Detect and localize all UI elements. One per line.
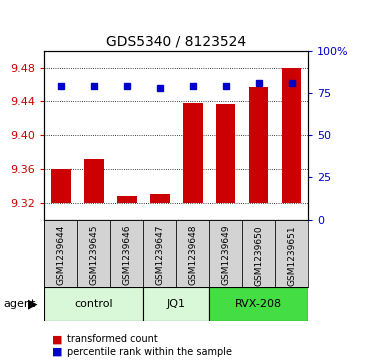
- Text: GSM1239649: GSM1239649: [221, 225, 230, 285]
- Bar: [84, 159, 104, 203]
- Text: GSM1239647: GSM1239647: [155, 225, 164, 285]
- Bar: [176, 220, 209, 287]
- Text: GSM1239645: GSM1239645: [89, 225, 98, 285]
- Text: GSM1239648: GSM1239648: [188, 225, 197, 285]
- Text: ▶: ▶: [28, 298, 38, 310]
- Bar: [282, 68, 301, 203]
- Bar: [183, 103, 203, 203]
- Text: ■: ■: [52, 347, 62, 357]
- Bar: [77, 220, 110, 287]
- Bar: [216, 104, 236, 203]
- Text: GSM1239644: GSM1239644: [56, 225, 65, 285]
- Bar: [110, 220, 143, 287]
- Bar: [117, 196, 137, 203]
- Text: percentile rank within the sample: percentile rank within the sample: [67, 347, 233, 357]
- Bar: [51, 169, 71, 203]
- Bar: [143, 287, 209, 321]
- Bar: [209, 287, 308, 321]
- Bar: [242, 220, 275, 287]
- Text: JQ1: JQ1: [167, 299, 186, 309]
- Text: ■: ■: [52, 334, 62, 344]
- Text: GSM1239646: GSM1239646: [122, 225, 131, 285]
- Bar: [249, 87, 268, 203]
- Text: GSM1239651: GSM1239651: [287, 225, 296, 286]
- Text: control: control: [74, 299, 113, 309]
- Title: GDS5340 / 8123524: GDS5340 / 8123524: [106, 34, 246, 48]
- Bar: [209, 220, 242, 287]
- Bar: [44, 220, 77, 287]
- Bar: [44, 287, 143, 321]
- Text: GSM1239650: GSM1239650: [254, 225, 263, 286]
- Bar: [143, 220, 176, 287]
- Text: RVX-208: RVX-208: [235, 299, 282, 309]
- Bar: [150, 194, 169, 203]
- Text: transformed count: transformed count: [67, 334, 158, 344]
- Text: agent: agent: [4, 299, 36, 309]
- Bar: [275, 220, 308, 287]
